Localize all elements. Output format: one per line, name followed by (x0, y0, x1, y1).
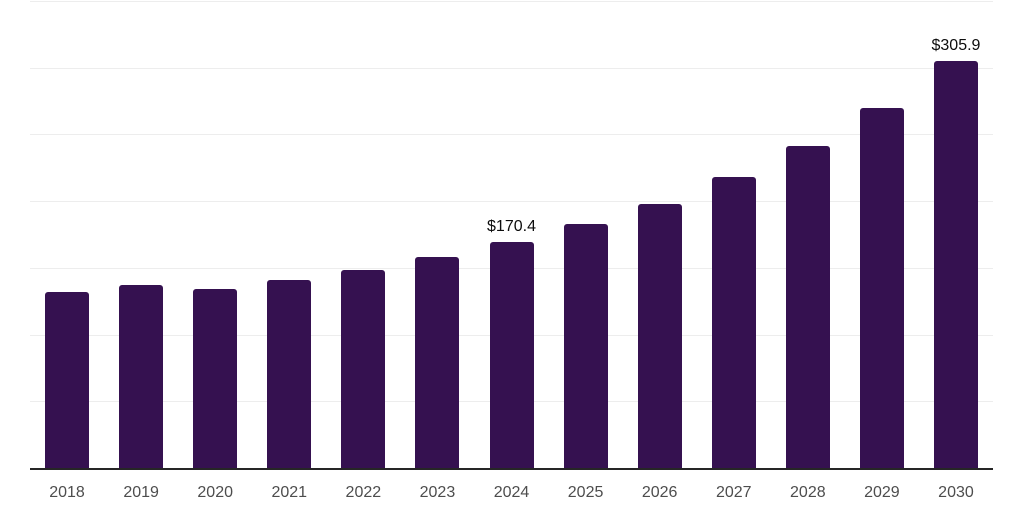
x-tick-2018: 2018 (49, 484, 85, 501)
gridline-300 (30, 67, 993, 69)
x-tick-2026: 2026 (641, 484, 678, 501)
bar-2022 (341, 269, 386, 469)
bar-2027 (711, 176, 756, 469)
bar-slot-2030: $305.9 (919, 0, 993, 469)
bar-2018 (45, 291, 90, 469)
bar-2020 (193, 288, 238, 469)
bar-2021 (267, 279, 312, 469)
bar-slot-2021 (252, 0, 326, 469)
value-label-2030: $305.9 (931, 36, 981, 54)
bar-2026 (637, 203, 682, 469)
bar-slot-2026 (623, 0, 697, 469)
value-label-2024: $170.4 (487, 217, 536, 235)
bar-2024 (489, 241, 534, 469)
bar-slot-2024: $170.4 (474, 0, 548, 469)
x-tick-2027: 2027 (715, 484, 752, 501)
bar-2025 (563, 223, 608, 469)
bar-2023 (415, 256, 460, 469)
bar-slot-2018 (30, 0, 104, 469)
x-tick-2023: 2023 (419, 484, 456, 501)
x-axis-tick-labels: 2018 2019 2020 2021 2022 2023 2024 2025 2026 2027… (30, 484, 993, 502)
x-tick-2025: 2025 (567, 484, 604, 501)
gridline-350 (30, 1, 993, 2)
x-tick-2030: 2030 (938, 484, 974, 501)
bar-slot-2025 (549, 0, 623, 469)
gridline-200 (30, 201, 993, 203)
bar-slot-2020 (178, 0, 252, 469)
bars-group: $170.4 $305.9 (30, 0, 993, 469)
bar-2028 (785, 146, 830, 469)
gridline-250 (30, 134, 993, 136)
bar-slot-2022 (326, 0, 400, 469)
x-tick-2028: 2028 (790, 484, 826, 501)
plot-area: $170.4 $305.9 (30, 0, 993, 470)
x-tick-2022: 2022 (345, 484, 382, 501)
bar-slot-2023 (400, 0, 474, 469)
x-tick-2024: 2024 (493, 484, 530, 501)
bar-2019 (119, 284, 164, 469)
x-tick-2020: 2020 (197, 484, 233, 501)
bar-slot-2019 (104, 0, 178, 469)
x-tick-2029: 2029 (864, 484, 900, 501)
bar-2030 (933, 60, 978, 469)
bar-slot-2027 (697, 0, 771, 469)
bar-slot-2028 (771, 0, 845, 469)
bar-2029 (859, 108, 904, 469)
x-axis-line (30, 468, 993, 470)
x-tick-2019: 2019 (123, 484, 159, 501)
x-tick-2021: 2021 (271, 484, 308, 501)
bar-slot-2029 (845, 0, 919, 469)
